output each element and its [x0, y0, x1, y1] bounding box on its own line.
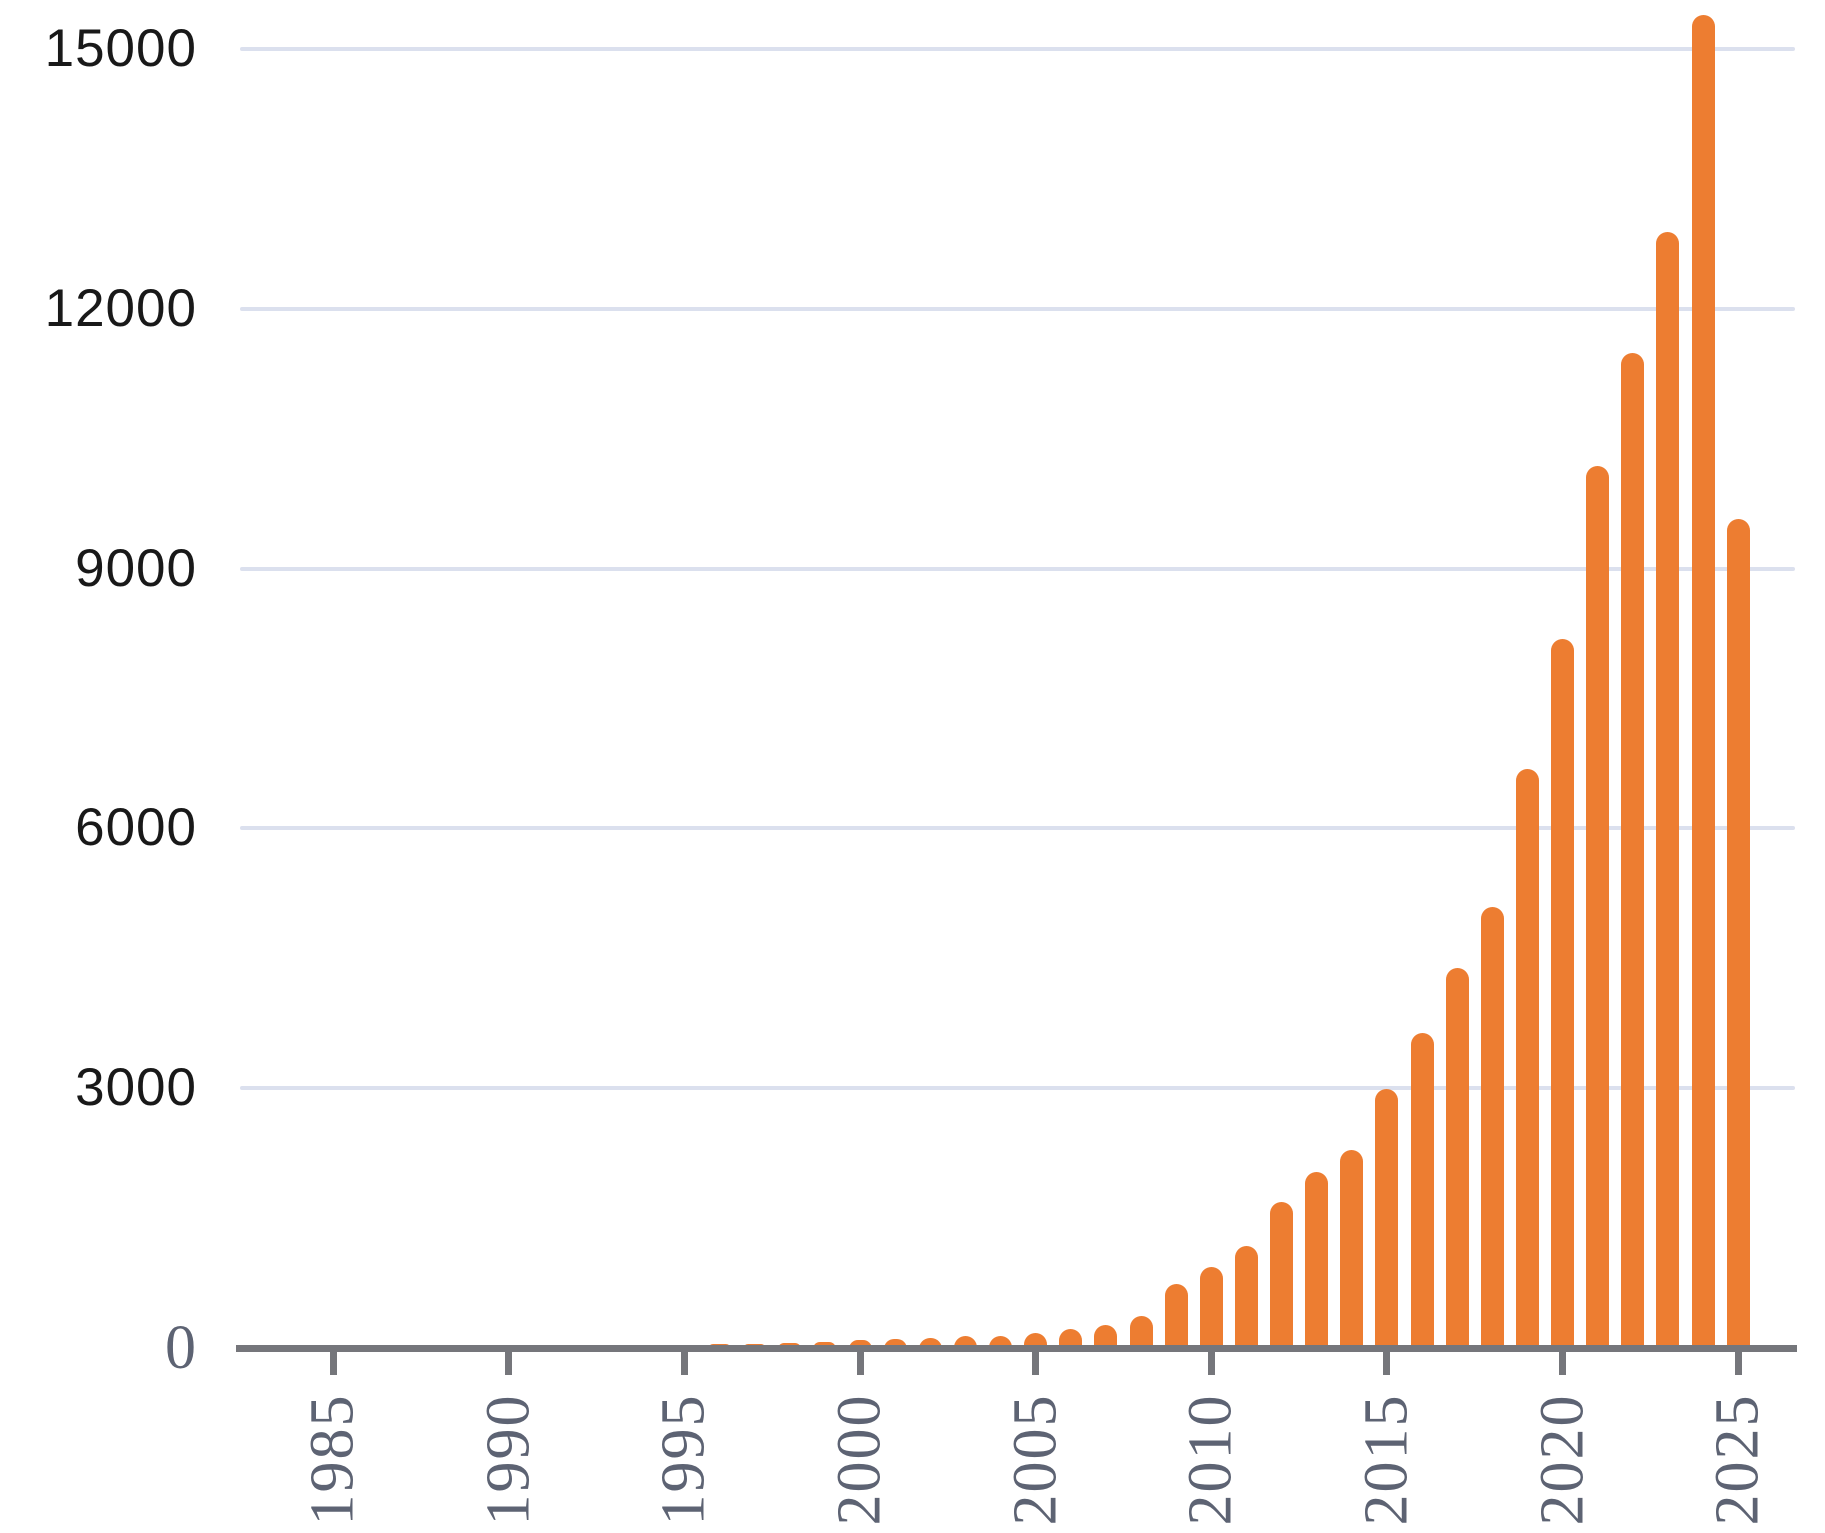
x-axis-line: [236, 1345, 1797, 1352]
x-axis-label-2020: 2020: [1528, 1385, 1598, 1533]
x-tick-1985: [329, 1351, 337, 1375]
x-tick-2000: [856, 1351, 864, 1375]
bar-2007: [1094, 1324, 1118, 1349]
y-axis-label-3000: 3000: [75, 1058, 197, 1118]
bar-2019: [1515, 768, 1539, 1349]
x-axis-label-text-2005: 2005: [1001, 1393, 1070, 1525]
y-axis-label-9000: 9000: [75, 538, 197, 598]
bar-2013: [1305, 1171, 1329, 1349]
x-axis-label-text-1995: 1995: [649, 1393, 718, 1525]
x-axis-label-text-2020: 2020: [1528, 1393, 1597, 1525]
x-axis-label-text-1985: 1985: [298, 1393, 367, 1525]
bar-2021: [1586, 465, 1610, 1349]
bar-2001: [883, 1339, 907, 1349]
x-axis-label-2000: 2000: [825, 1385, 895, 1533]
bar-2023: [1656, 231, 1680, 1349]
x-axis-label-2010: 2010: [1176, 1385, 1246, 1533]
x-axis-label-text-2010: 2010: [1176, 1393, 1245, 1525]
x-axis-label-1985: 1985: [298, 1385, 368, 1533]
bar-2018: [1480, 907, 1504, 1349]
x-axis-label-1995: 1995: [649, 1385, 719, 1533]
y-axis-label-6000: 6000: [75, 798, 197, 858]
bar-2000: [848, 1339, 872, 1349]
bar-2002: [918, 1337, 942, 1349]
gridline-15000: [240, 47, 1795, 51]
bar-2014: [1340, 1149, 1364, 1349]
bar-2025: [1726, 519, 1750, 1349]
x-axis-label-2005: 2005: [1001, 1385, 1071, 1533]
x-tick-2025: [1734, 1351, 1742, 1375]
bar-2022: [1621, 353, 1645, 1349]
y-axis-label-15000: 15000: [44, 19, 197, 78]
y-axis-label-12000: 12000: [44, 278, 197, 338]
bar-2006: [1059, 1329, 1083, 1349]
bar-2024: [1691, 15, 1715, 1349]
x-tick-2020: [1559, 1351, 1567, 1375]
x-tick-2015: [1383, 1351, 1391, 1375]
bar-2012: [1270, 1201, 1293, 1349]
bar-2016: [1410, 1032, 1434, 1349]
x-axis-label-2025: 2025: [1703, 1385, 1773, 1533]
bar-2008: [1129, 1316, 1153, 1349]
x-tick-1995: [680, 1351, 688, 1375]
x-axis-label-1990: 1990: [474, 1385, 544, 1533]
x-tick-2010: [1207, 1351, 1215, 1375]
bar-2015: [1375, 1089, 1399, 1349]
bar-2011: [1234, 1245, 1258, 1349]
gridline-9000: [240, 566, 1795, 571]
x-axis-label-text-2000: 2000: [825, 1393, 894, 1525]
gridline-6000: [240, 826, 1795, 831]
x-axis-label-text-2015: 2015: [1352, 1393, 1421, 1525]
x-tick-2005: [1032, 1351, 1040, 1375]
x-axis-label-2015: 2015: [1352, 1385, 1422, 1533]
x-axis-label-text-2025: 2025: [1703, 1393, 1772, 1525]
gridline-12000: [240, 306, 1795, 311]
bar-2017: [1445, 968, 1469, 1349]
bar-2010: [1199, 1266, 1223, 1349]
gridline-3000: [240, 1086, 1795, 1091]
x-tick-1990: [505, 1351, 513, 1375]
bar-2020: [1551, 638, 1575, 1349]
x-axis-label-text-1990: 1990: [474, 1393, 543, 1525]
y-axis-label-0: 0: [165, 1314, 197, 1382]
bar-2009: [1164, 1284, 1188, 1349]
